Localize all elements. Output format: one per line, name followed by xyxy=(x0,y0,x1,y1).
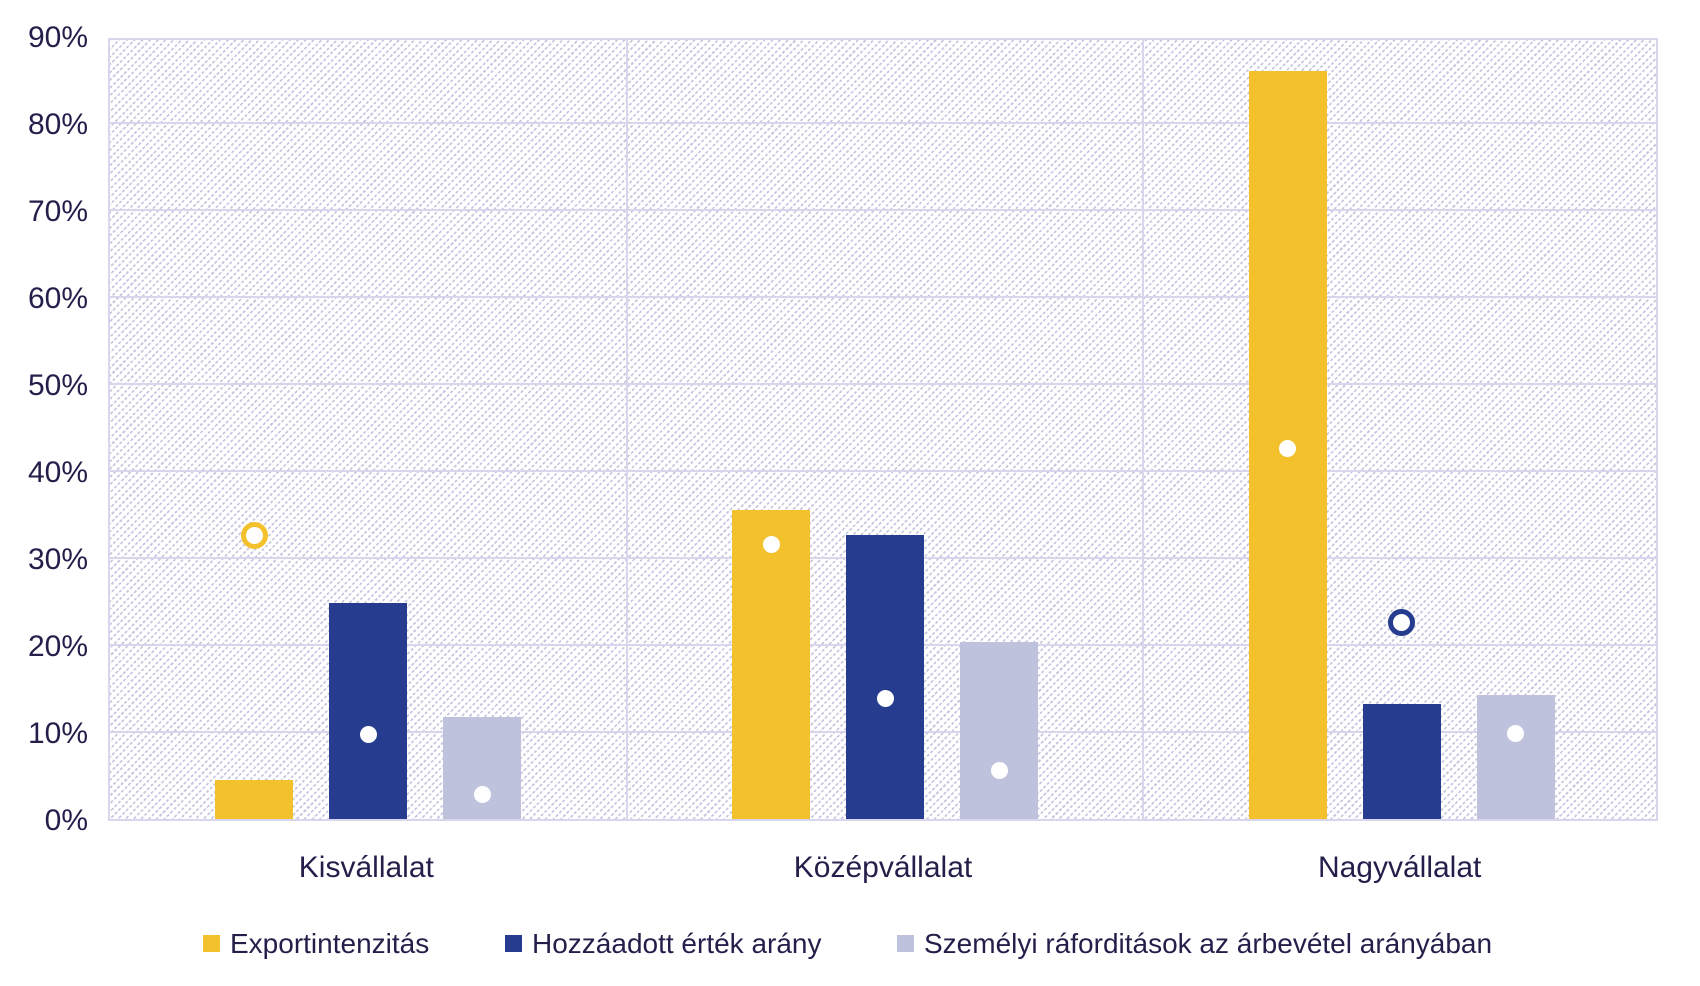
marker-series2-group2 xyxy=(871,685,899,713)
x-axis-label-kozepvallalat: Középvállalat xyxy=(793,851,973,884)
bar-series2-group1 xyxy=(329,603,408,819)
marker-series1-group1 xyxy=(240,522,268,550)
y-tick-label: 20% xyxy=(27,630,88,663)
y-tick-label: 40% xyxy=(27,456,88,489)
marker-series3-group2 xyxy=(985,757,1013,785)
y-tick-label: 30% xyxy=(27,543,88,576)
bar-series1-group2 xyxy=(732,510,810,819)
legend-label: Személyi ráforditások az árbevétel arány… xyxy=(924,928,1493,959)
y-tick-label: 10% xyxy=(27,717,88,750)
legend-swatch-lavender-icon xyxy=(897,935,914,952)
marker-series1-group3 xyxy=(1274,435,1302,463)
y-tick-label: 90% xyxy=(27,21,88,54)
legend-label: Exportintenzitás xyxy=(230,928,430,959)
bar-series1-group1 xyxy=(215,779,294,819)
bar-series2-group2 xyxy=(846,534,924,819)
marker-series3-group3 xyxy=(1502,719,1530,747)
gridline-80 xyxy=(110,122,1656,124)
legend-item-exportintenzitas: Exportintenzitás xyxy=(203,926,429,962)
legend-item-hozzaadott-ertek-arany: Hozzáadott érték arány xyxy=(505,926,822,962)
y-tick-label: 60% xyxy=(27,282,88,315)
marker-series2-group1 xyxy=(354,720,382,748)
y-tick-label: 0% xyxy=(44,804,88,837)
bar-series3-group3 xyxy=(1476,694,1555,819)
category-separator xyxy=(625,40,628,819)
y-tick-label: 50% xyxy=(27,369,88,402)
marker-series3-group1 xyxy=(468,780,496,808)
gridline-70 xyxy=(110,209,1656,211)
bar-series3-group2 xyxy=(960,641,1038,819)
marker-series1-group2 xyxy=(757,531,785,559)
y-tick-label: 70% xyxy=(27,195,88,228)
marker-series2-group3 xyxy=(1388,609,1416,637)
x-axis-label-nagyvallalat: Nagyvállalat xyxy=(1317,851,1482,884)
gridline-60 xyxy=(110,296,1656,298)
legend-item-szemelyi-raforditasok: Személyi ráforditások az árbevétel arány… xyxy=(897,926,1492,962)
gridline-40 xyxy=(110,470,1656,472)
y-tick-label: 80% xyxy=(27,108,88,141)
legend-swatch-yellow-icon xyxy=(203,935,220,952)
legend-swatch-blue-icon xyxy=(505,935,522,952)
plot-area xyxy=(108,38,1658,821)
legend-label: Hozzáadott érték arány xyxy=(532,928,822,959)
bar-series2-group3 xyxy=(1362,704,1441,819)
category-separator xyxy=(1142,40,1145,819)
x-axis-label-kisvallalat: Kisvállalat xyxy=(298,851,434,884)
gridline-50 xyxy=(110,383,1656,385)
